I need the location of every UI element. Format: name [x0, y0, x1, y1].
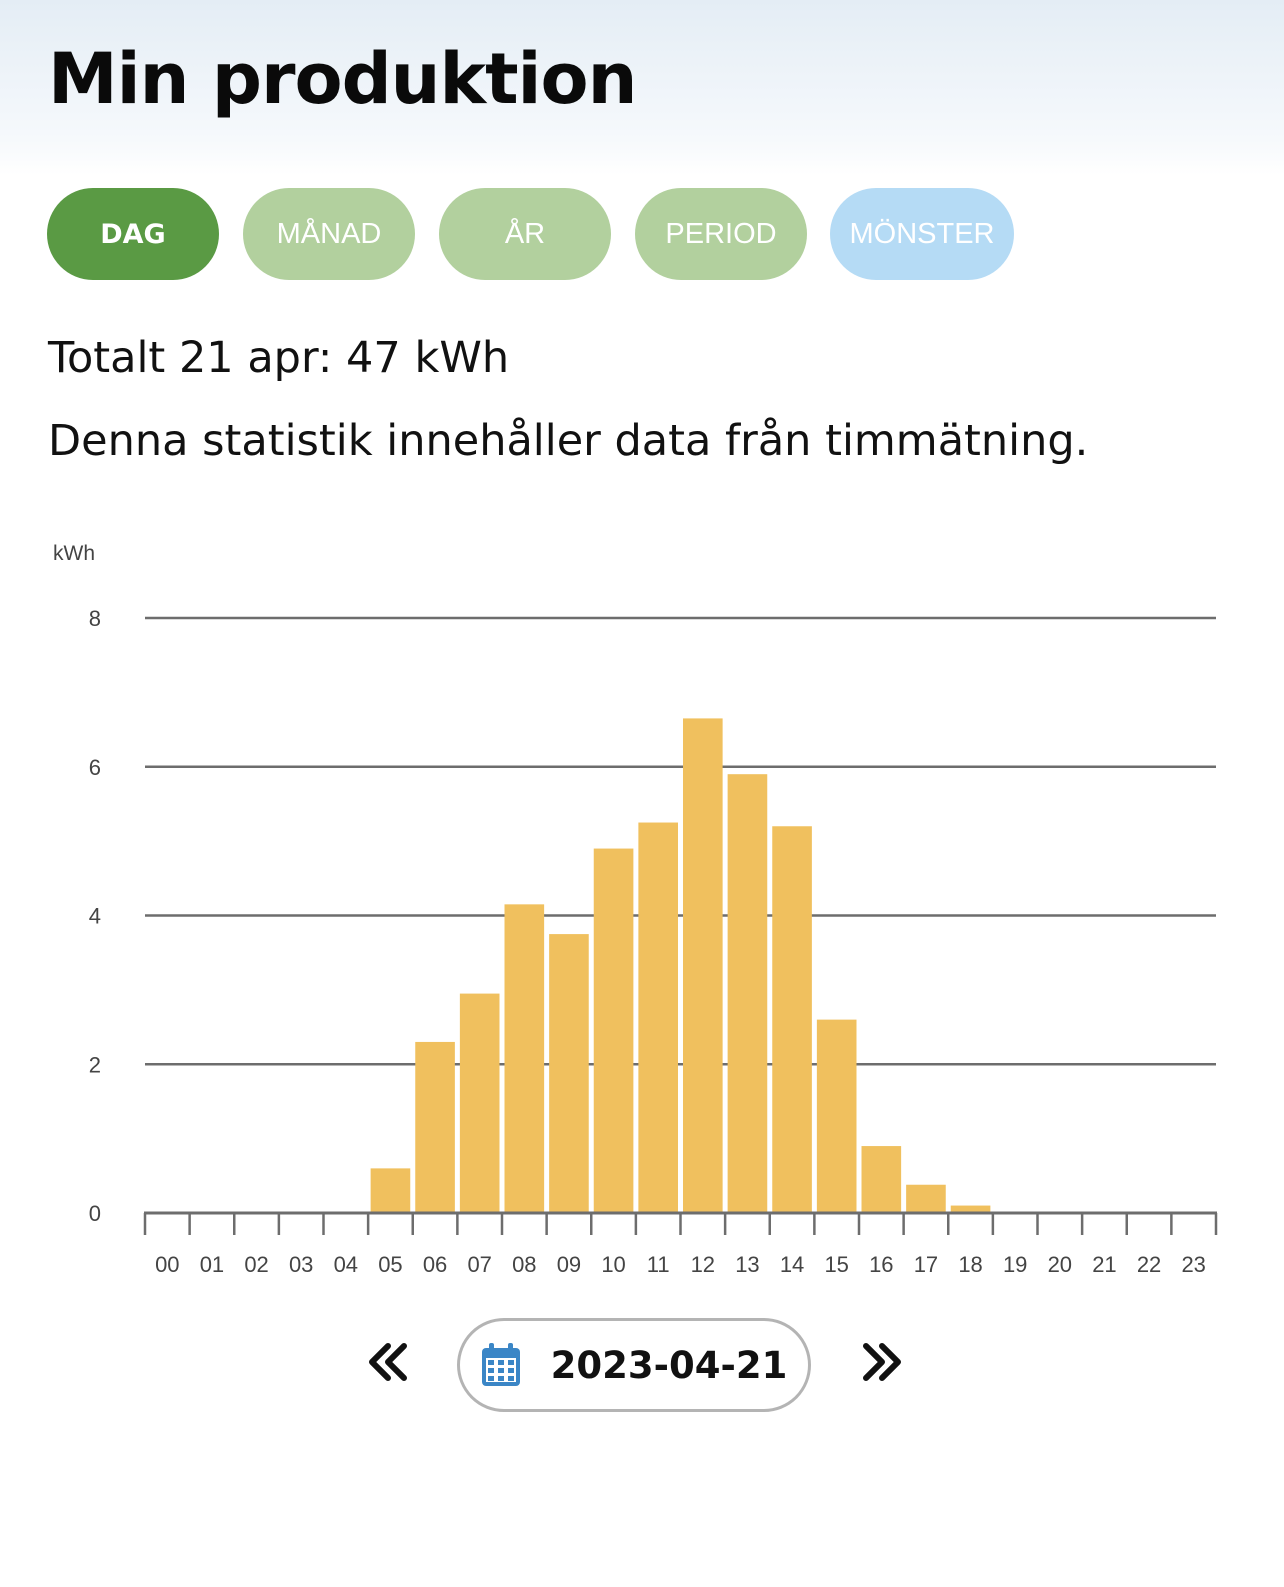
x-axis — [143, 1211, 1218, 1235]
tab-manad-label: MÅNAD — [276, 217, 382, 250]
x-tick-label: 20 — [1048, 1252, 1072, 1277]
x-tick-label: 03 — [289, 1252, 313, 1277]
y-tick-label: 4 — [89, 904, 101, 929]
x-tick-label: 05 — [378, 1252, 402, 1277]
tab-monster[interactable]: MÖNSTER — [830, 188, 1014, 280]
x-tick-label: 15 — [824, 1252, 848, 1277]
x-tick-label: 22 — [1137, 1252, 1161, 1277]
bar-16[interactable] — [861, 1146, 902, 1213]
bar-08[interactable] — [504, 904, 545, 1213]
page-title: Min produktion — [48, 38, 637, 120]
bar-17[interactable] — [906, 1184, 946, 1213]
tab-monster-label: MÖNSTER — [849, 217, 995, 250]
tab-ar-label: ÅR — [504, 217, 546, 250]
tab-dag-label: DAG — [100, 218, 166, 250]
x-tick-label: 10 — [601, 1252, 625, 1277]
bar-11[interactable] — [638, 822, 678, 1213]
prev-day-button[interactable] — [358, 1332, 418, 1392]
date-picker-button[interactable]: 2023-04-21 — [457, 1318, 811, 1412]
tab-manad[interactable]: MÅNAD — [243, 188, 415, 280]
bar-18[interactable] — [950, 1205, 991, 1213]
x-tick-label: 17 — [914, 1252, 938, 1277]
date-navigation: 2023-04-21 — [0, 1318, 1284, 1412]
tab-dag[interactable]: DAG — [47, 188, 219, 280]
tab-period-label: PERIOD — [665, 217, 777, 250]
x-tick-label: 23 — [1181, 1252, 1205, 1277]
y-axis-label: kWh — [53, 542, 95, 565]
calendar-icon — [481, 1343, 520, 1386]
x-tick-label: 19 — [1003, 1252, 1027, 1277]
x-tick-label: 02 — [244, 1252, 268, 1277]
x-tick-label: 01 — [200, 1252, 224, 1277]
x-tick-label: 07 — [467, 1252, 491, 1277]
x-tick-label: 06 — [423, 1252, 447, 1277]
data-source-info: Denna statistik innehåller data från tim… — [48, 416, 1089, 466]
y-tick-labels: 0 2 4 6 8 — [89, 606, 101, 1226]
x-tick-label: 14 — [780, 1252, 804, 1277]
bar-09[interactable] — [549, 934, 589, 1213]
x-tick-labels: 00 01 02 03 04 05 06 07 08 09 10 11 12 13 14 15 16 17 18 19… — [155, 1252, 1206, 1277]
bar-15[interactable] — [816, 1019, 857, 1213]
x-tick-label: 09 — [557, 1252, 581, 1277]
bars — [370, 718, 991, 1213]
bar-13[interactable] — [727, 774, 768, 1213]
x-tick-label: 08 — [512, 1252, 536, 1277]
tab-period[interactable]: PERIOD — [635, 188, 807, 280]
y-tick-label: 6 — [89, 755, 101, 780]
y-tick-label: 8 — [89, 606, 101, 631]
selected-date: 2023-04-21 — [550, 1343, 788, 1387]
bar-05[interactable] — [370, 1168, 411, 1213]
y-tick-label: 0 — [89, 1201, 101, 1226]
y-tick-label: 2 — [89, 1052, 101, 1077]
x-tick-label: 04 — [334, 1252, 358, 1277]
x-tick-label: 18 — [958, 1252, 982, 1277]
bar-14[interactable] — [772, 826, 812, 1213]
double-chevron-right-icon — [863, 1343, 901, 1381]
x-tick-label: 13 — [735, 1252, 759, 1277]
x-tick-label: 11 — [647, 1252, 670, 1277]
grid-lines — [145, 616, 1216, 1066]
x-tick-label: 00 — [155, 1252, 179, 1277]
bar-10[interactable] — [593, 848, 634, 1213]
x-tick-label: 16 — [869, 1252, 893, 1277]
x-tick-label: 21 — [1092, 1252, 1116, 1277]
bar-12[interactable] — [683, 718, 723, 1213]
total-summary: Totalt 21 apr: 47 kWh — [48, 333, 510, 383]
tab-ar[interactable]: ÅR — [439, 188, 611, 280]
double-chevron-left-icon — [369, 1343, 407, 1381]
x-tick-label: 12 — [691, 1252, 715, 1277]
bar-06[interactable] — [415, 1041, 455, 1213]
bar-07[interactable] — [459, 993, 500, 1213]
next-day-button[interactable] — [852, 1332, 912, 1392]
